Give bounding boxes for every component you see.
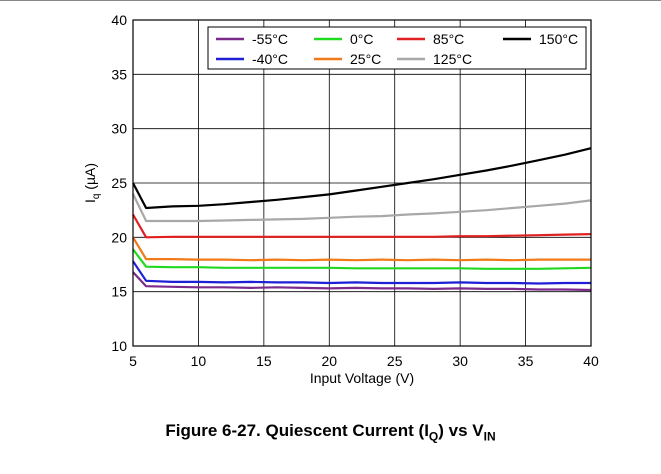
caption-mid: ) vs V bbox=[438, 421, 484, 440]
y-axis-label: Iq (µA) bbox=[82, 163, 102, 203]
series-line-25°C bbox=[132, 236, 591, 262]
legend-label: 85°C bbox=[433, 31, 464, 47]
legend-box bbox=[207, 26, 587, 70]
series-line-150°C bbox=[132, 147, 592, 210]
legend-label: -40°C bbox=[252, 51, 288, 67]
y-tick-label: 25 bbox=[111, 175, 127, 191]
y-tick-label: 30 bbox=[111, 121, 127, 137]
x-tick-label: 10 bbox=[191, 353, 207, 369]
y-axis-label-unit: (µA) bbox=[82, 163, 98, 194]
x-tick-label: 40 bbox=[583, 353, 599, 369]
y-tick-labels: 10 15 20 25 30 35 40 bbox=[111, 12, 127, 354]
series-line-0°C bbox=[132, 248, 592, 270]
caption-sub-q: Q bbox=[428, 429, 439, 444]
x-tick-label: 35 bbox=[518, 353, 534, 369]
x-axis-label: Input Voltage (V) bbox=[310, 370, 414, 386]
caption-sub-in: IN bbox=[483, 429, 496, 444]
y-tick-label: 20 bbox=[111, 229, 127, 245]
series-line--40°C bbox=[132, 260, 591, 285]
series-line-125°C bbox=[132, 193, 592, 223]
legend: -55°C 0°C 85°C 150°C -40°C 25°C 125°C bbox=[207, 26, 587, 70]
y-axis-label-main: I bbox=[82, 199, 98, 203]
x-tick-label: 20 bbox=[321, 353, 337, 369]
plot-area bbox=[132, 19, 592, 347]
legend-label: 0°C bbox=[350, 31, 374, 47]
legend-label: 150°C bbox=[539, 31, 578, 47]
x-tick-label: 5 bbox=[129, 353, 137, 369]
legend-label: -55°C bbox=[252, 31, 288, 47]
x-tick-label: 15 bbox=[256, 353, 272, 369]
y-tick-label: 10 bbox=[111, 338, 127, 354]
y-tick-label: 40 bbox=[111, 12, 127, 28]
caption-text: Figure 6-27. Quiescent Current (I bbox=[165, 421, 429, 440]
figure-caption: Figure 6-27. Quiescent Current (IQ) vs V… bbox=[0, 421, 661, 443]
y-tick-label: 15 bbox=[111, 284, 127, 300]
series-line--55°C bbox=[132, 271, 592, 292]
data-series bbox=[132, 147, 592, 292]
x-tick-labels: 5 10 15 20 25 30 35 40 bbox=[129, 353, 599, 369]
legend-label: 125°C bbox=[433, 51, 472, 67]
y-tick-label: 35 bbox=[111, 66, 127, 82]
x-tick-label: 25 bbox=[387, 353, 403, 369]
series-line-85°C bbox=[132, 213, 592, 239]
frame-top-border bbox=[0, 0, 661, 1]
legend-label: 25°C bbox=[350, 51, 381, 67]
y-axis-label-sub: q bbox=[91, 194, 102, 200]
grid-lines bbox=[132, 19, 592, 347]
x-tick-label: 30 bbox=[452, 353, 468, 369]
